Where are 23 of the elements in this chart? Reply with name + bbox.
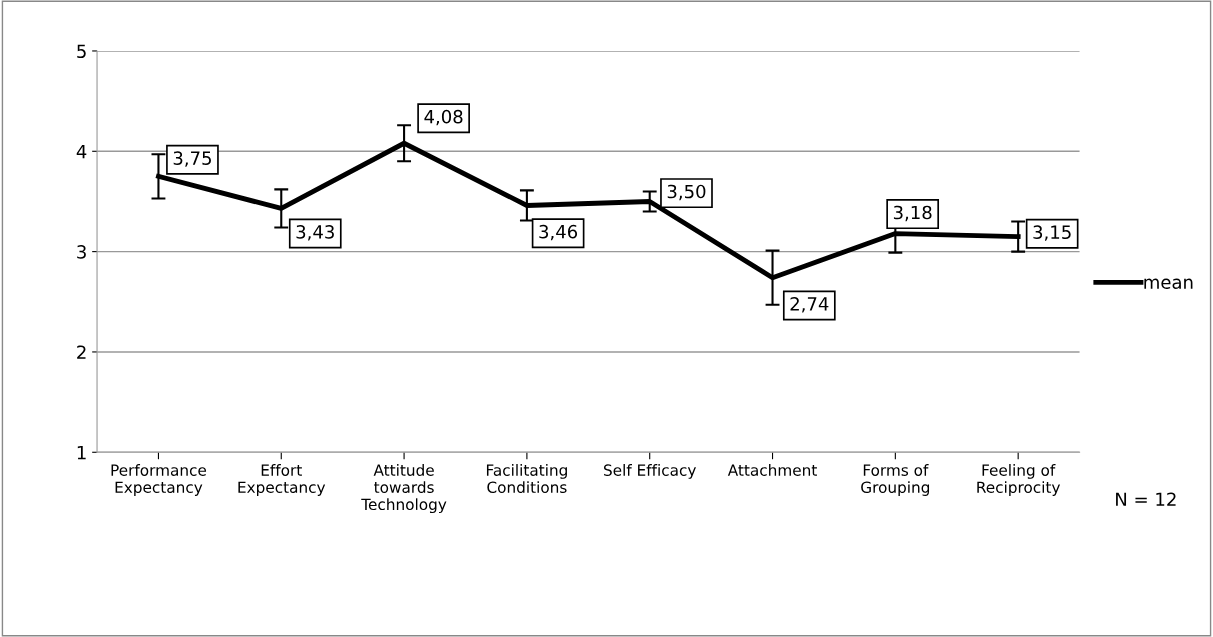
y-tick-label: 1 [77, 445, 86, 460]
x-tick-label: Attachment [727, 464, 817, 476]
x-tick-label: Facilitating Conditions [486, 464, 567, 494]
data-label: 3,43 [296, 225, 334, 241]
legend-label: mean [1144, 278, 1193, 289]
y-tick-label: 5 [77, 44, 86, 59]
data-label: 3,50 [667, 184, 706, 201]
y-tick-label: 3 [77, 245, 86, 259]
y-tick-label: 4 [76, 144, 87, 159]
x-tick-label: Feeling of Reciprocity [977, 464, 1061, 496]
data-label: 2,74 [790, 297, 829, 313]
x-tick-label: Effort Expectancy [238, 464, 326, 496]
data-label: 3,15 [1033, 225, 1071, 241]
x-tick-label: Performance Expectancy [111, 464, 207, 496]
x-tick-label: Attitude towards Technology [361, 464, 447, 514]
data-label: 3,18 [893, 205, 932, 222]
text: N = 12 [1116, 492, 1176, 506]
x-tick-label: Self Efficacy [604, 464, 696, 479]
data-label: 3,75 [173, 151, 211, 167]
data-label: 3,46 [539, 224, 578, 241]
x-tick-label: Forms of Grouping [861, 464, 930, 496]
data-label: 4,08 [424, 109, 463, 126]
y-tick-label: 2 [77, 345, 86, 359]
